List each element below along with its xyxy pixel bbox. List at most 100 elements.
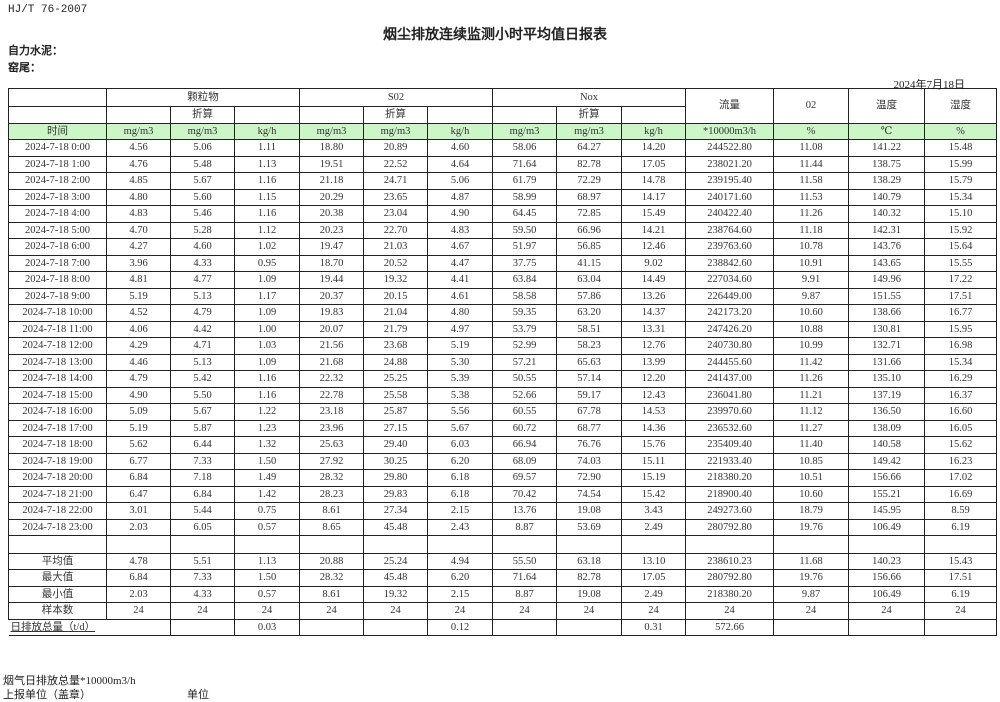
value-cell: 4.87: [427, 188, 493, 206]
value-cell: 155.21: [848, 485, 925, 503]
value-cell: 3.96: [106, 254, 171, 272]
blank-cell: [492, 535, 557, 554]
blank-cell: [924, 535, 997, 554]
table-row: 2024-7-18 15:00 4.90 5.50 1.16 22.78 25.58 5.3…: [8, 386, 997, 404]
daily-total-value: [924, 618, 997, 636]
value-cell: 16.69: [924, 485, 997, 503]
value-cell: 141.22: [848, 139, 925, 157]
value-cell: 18.70: [299, 254, 364, 272]
summary-value: 71.64: [492, 569, 557, 587]
value-cell: 19.47: [299, 238, 364, 256]
value-cell: 20.15: [363, 287, 428, 305]
summary-value: 24: [848, 602, 925, 620]
value-cell: 16.98: [924, 337, 997, 355]
blank-cell: [106, 535, 171, 554]
value-cell: 16.77: [924, 304, 997, 322]
summary-value: 24: [427, 602, 493, 620]
value-cell: 17.22: [924, 271, 997, 289]
value-cell: 10.91: [773, 254, 849, 272]
summary-value: 24: [621, 602, 686, 620]
value-cell: 71.64: [492, 155, 557, 173]
value-cell: 45.48: [363, 518, 428, 536]
value-cell: 29.80: [363, 469, 428, 487]
time-cell: 2024-7-18 19:00: [8, 452, 107, 470]
value-cell: 5.67: [170, 172, 235, 190]
reporting-unit-label: 上报单位（盖章）: [3, 689, 91, 701]
value-cell: 14.53: [621, 403, 686, 421]
value-cell: 1.49: [234, 469, 300, 487]
value-cell: 4.85: [106, 172, 171, 190]
time-cell: 2024-7-18 22:00: [8, 502, 107, 520]
value-cell: 65.63: [556, 353, 622, 371]
value-cell: 6.47: [106, 485, 171, 503]
value-cell: 19.51: [299, 155, 364, 173]
table-row: 2024-7-18 1:00 4.76 5.48 1.13 19.51 22.52 4.64…: [8, 155, 997, 173]
value-cell: 2.49: [621, 518, 686, 536]
value-cell: 4.27: [106, 238, 171, 256]
value-cell: 67.78: [556, 403, 622, 421]
value-cell: 1.42: [234, 485, 300, 503]
value-cell: 242173.20: [685, 304, 774, 322]
summary-row: 平均值 4.78 5.51 1.13 20.88 25.24 4.94 55.50 63.18 1…: [8, 552, 997, 570]
value-cell: 135.10: [848, 370, 925, 388]
summary-value: 4.33: [170, 585, 235, 603]
summary-value: 19.32: [363, 585, 428, 603]
value-cell: 20.07: [299, 320, 364, 338]
value-cell: 13.99: [621, 353, 686, 371]
value-cell: 64.45: [492, 205, 557, 223]
table-row: 2024-7-18 19:00 6.77 7.33 1.50 27.92 30.25 6.2…: [8, 452, 997, 470]
value-cell: 226449.00: [685, 287, 774, 305]
value-cell: 11.44: [773, 155, 849, 173]
value-cell: 1.00: [234, 320, 300, 338]
value-cell: 5.06: [170, 139, 235, 157]
summary-value: 15.43: [924, 552, 997, 570]
value-cell: 4.60: [427, 139, 493, 157]
value-cell: 21.03: [363, 238, 428, 256]
summary-value: 63.18: [556, 552, 622, 570]
value-cell: 4.61: [427, 287, 493, 305]
value-cell: 23.18: [299, 403, 364, 421]
value-cell: 5.19: [106, 287, 171, 305]
value-cell: 4.70: [106, 221, 171, 239]
daily-total-value: [773, 618, 849, 636]
value-cell: 4.33: [170, 254, 235, 272]
value-cell: 72.29: [556, 172, 622, 190]
summary-value: 19.08: [556, 585, 622, 603]
value-cell: 21.18: [299, 172, 364, 190]
value-cell: 15.99: [924, 155, 997, 173]
header-blank: [8, 106, 107, 124]
value-cell: 50.55: [492, 370, 557, 388]
value-cell: 15.55: [924, 254, 997, 272]
value-cell: 4.60: [170, 238, 235, 256]
value-cell: 132.71: [848, 337, 925, 355]
value-cell: 4.83: [427, 221, 493, 239]
value-cell: 20.37: [299, 287, 364, 305]
value-cell: 8.59: [924, 502, 997, 520]
value-cell: 8.87: [492, 518, 557, 536]
value-cell: 1.16: [234, 370, 300, 388]
value-cell: 14.21: [621, 221, 686, 239]
value-cell: 21.04: [363, 304, 428, 322]
summary-value: 6.84: [106, 569, 171, 587]
value-cell: 15.34: [924, 353, 997, 371]
summary-value: 24: [170, 602, 235, 620]
blank-cell: [621, 535, 686, 554]
value-cell: 16.37: [924, 386, 997, 404]
value-cell: 14.78: [621, 172, 686, 190]
summary-row: 样本数 24 24 24 24 24 24 24 24 24 24 24 24 24: [8, 602, 997, 620]
time-cell: 2024-7-18 8:00: [8, 271, 107, 289]
summary-value: 238610.23: [685, 552, 774, 570]
group-nox: Nox: [492, 88, 686, 107]
blank-cell: [848, 535, 925, 554]
unit-header: mg/m3: [492, 122, 557, 140]
daily-total-value: [556, 618, 622, 636]
value-cell: 4.47: [427, 254, 493, 272]
value-cell: 5.50: [170, 386, 235, 404]
unit-header: kg/h: [427, 122, 493, 140]
value-cell: 4.56: [106, 139, 171, 157]
value-cell: 4.97: [427, 320, 493, 338]
value-cell: 5.39: [427, 370, 493, 388]
value-cell: 11.53: [773, 188, 849, 206]
unit-header: *10000m3/h: [685, 122, 774, 140]
value-cell: 130.81: [848, 320, 925, 338]
